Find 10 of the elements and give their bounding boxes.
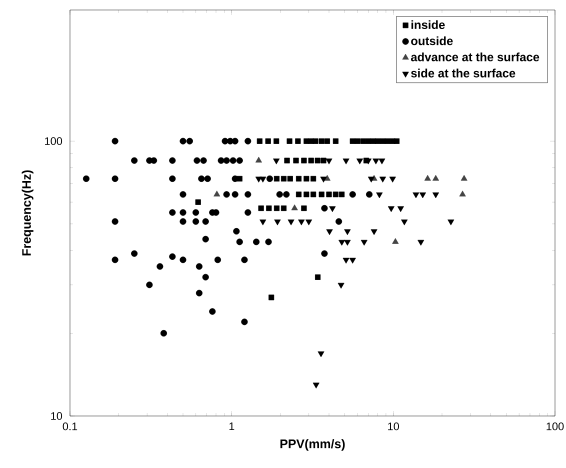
legend-label: inside bbox=[411, 20, 445, 30]
legend-label: outside bbox=[411, 36, 453, 46]
legend-label: advance at the surface bbox=[410, 52, 540, 62]
legend-label: side at the surface bbox=[411, 68, 516, 78]
x-tick-label: 1 bbox=[229, 422, 234, 430]
x-tick-label: 0.1 bbox=[62, 422, 78, 430]
y-axis-title: Frequency(Hz) bbox=[22, 170, 34, 256]
x-axis-title: PPV(mm/s) bbox=[280, 439, 345, 451]
x-tick-label: 100 bbox=[546, 422, 564, 430]
x-tick-label: 10 bbox=[388, 422, 399, 430]
